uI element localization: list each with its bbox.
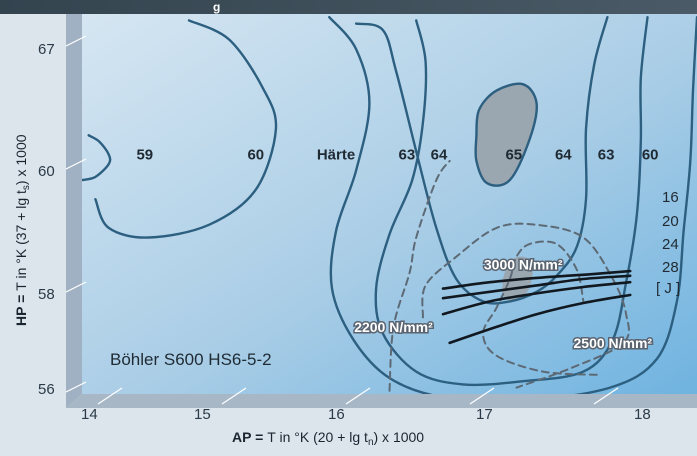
y-tick-label: 56 [38,381,55,398]
x-axis-label: AP = T in °K (20 + lg tn) x 1000 [232,429,424,448]
x-axis-label-text: T in °K (20 + lg t [267,429,368,445]
hardness-label: 63 [399,147,416,164]
energy-contour-28 [448,293,632,345]
hardness-labels: 59 60 Härte 63 64 65 64 63 60 [136,147,658,164]
y-axis-panel [0,14,66,456]
y-tick-mark [65,158,87,170]
hardness-label: 60 [247,147,264,164]
hardness-label: 59 [136,147,153,164]
x-tick-mark [221,387,247,405]
x-tick-mark [97,387,123,405]
y-tick-mark [65,381,87,393]
x-tick-mark [345,387,371,405]
y-tick-label: 58 [38,286,55,303]
energy-contour-20 [441,274,632,300]
x-tick-label: 15 [194,406,211,423]
energy-label-24: 24 [662,236,679,253]
y-axis-label-bold: HP = [13,295,29,326]
plot-area [82,14,697,394]
title-bar [0,0,697,14]
bottom-bevel [66,394,697,408]
hardness-label: 60 [642,147,659,164]
hardness-label: 63 [598,147,615,164]
x-tick-mark [593,387,619,405]
y-tick-mark [65,281,87,293]
stress-contour [388,159,451,392]
energy-label-20: 20 [662,213,679,230]
stress-contour-2200 [421,222,630,389]
x-tick-label: 14 [81,406,98,423]
contour-layer [82,16,697,394]
energy-unit-label: [ J ] [656,280,680,297]
stress-label: 2200 N/mm² [354,319,433,335]
y-axis-label: HP = T in °K (37 + lg ts) x 1000 [13,134,32,326]
x-axis-label-bold: AP = [232,429,263,445]
hardness-contour [374,16,649,387]
title-fragment: g [213,0,220,14]
x-tick-label: 18 [634,406,651,423]
y-tick-mark [65,35,87,47]
hardness-region-contour-65 [474,82,539,187]
x-tick-mark [469,387,495,405]
x-axis-label-end: ) x 1000 [374,429,425,445]
x-axis-label-sub: n [368,437,374,448]
stress-labels: 3000 N/mm² 2200 N/mm² 2500 N/mm² [353,255,654,352]
y-axis-label-sub: s [21,185,32,190]
x-tick-label: 16 [328,406,345,423]
hardness-label: 65 [505,147,522,164]
x-tick-label: 17 [476,406,493,423]
x-tick-marks [97,387,619,405]
y-tick-label: 67 [38,41,55,58]
hardness-contour [94,19,278,239]
hardness-label: Härte [317,147,355,164]
hardness-contour [328,16,697,394]
left-bevel [66,14,82,408]
steel-grade-label: Böhler S600 HS6-5-2 [110,350,272,369]
stress-label: 2500 N/mm² [574,335,653,351]
hardness-contour [82,134,112,182]
hardness-contour [354,16,609,305]
hardness-label: 64 [431,147,448,164]
y-tick-label: 60 [38,163,55,180]
hardness-label: 64 [555,147,572,164]
energy-label-16: 16 [662,189,679,206]
energy-contour-24 [441,280,632,316]
energy-label-28: 28 [662,259,679,276]
y-axis-label-end: ) x 1000 [13,134,29,185]
stress-label: 3000 N/mm² [484,257,563,273]
y-axis-label-text: T in °K (37 + lg t [13,190,29,291]
y-tick-marks [65,35,87,393]
energy-contour-16 [441,269,632,290]
